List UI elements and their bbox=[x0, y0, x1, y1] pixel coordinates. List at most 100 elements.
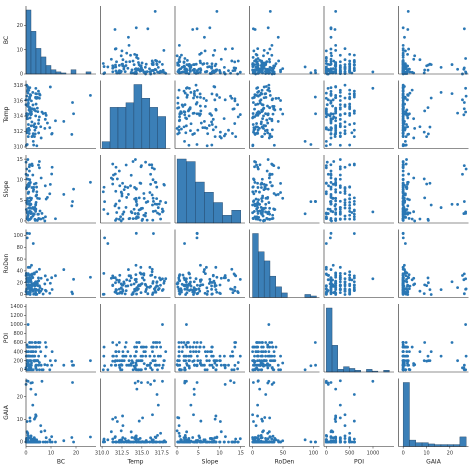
scatter-point bbox=[352, 63, 356, 67]
scatter-point bbox=[119, 219, 123, 223]
scatter-point bbox=[253, 215, 257, 219]
scatter-point bbox=[371, 210, 375, 214]
scatter-point bbox=[164, 277, 168, 281]
scatter-point bbox=[113, 172, 117, 176]
scatter-point bbox=[343, 192, 347, 195]
scatter-point bbox=[43, 440, 47, 444]
scatter-point bbox=[185, 286, 189, 289]
scatter-point bbox=[43, 363, 47, 367]
scatter-point bbox=[28, 111, 32, 115]
scatter-point bbox=[128, 217, 132, 220]
scatter-point bbox=[343, 129, 347, 132]
scatter-point bbox=[401, 273, 405, 277]
scatter-point bbox=[148, 285, 151, 289]
scatter-point bbox=[464, 323, 468, 326]
x-tick-label: 10 bbox=[423, 451, 429, 457]
scatter-point bbox=[199, 95, 202, 99]
scatter-point bbox=[352, 212, 356, 216]
scatter-point bbox=[348, 206, 352, 210]
scatter-point bbox=[182, 436, 186, 440]
scatter-point bbox=[131, 291, 135, 294]
scatter-point bbox=[131, 59, 135, 63]
scatter-point bbox=[238, 70, 242, 74]
scatter-point bbox=[406, 275, 410, 279]
hist-bar-gaia bbox=[402, 382, 410, 447]
scatter-point bbox=[123, 345, 127, 349]
scatter-point bbox=[203, 438, 207, 442]
scatter-point bbox=[162, 183, 166, 187]
scatter-point bbox=[268, 106, 272, 110]
scatter-point bbox=[261, 350, 265, 353]
scatter-point bbox=[334, 65, 338, 69]
scatter-point bbox=[203, 272, 207, 276]
scatter-point bbox=[128, 60, 132, 64]
scatter-point bbox=[188, 345, 192, 349]
scatter-point bbox=[266, 354, 270, 358]
scatter-point bbox=[348, 284, 352, 288]
scatter-point bbox=[102, 345, 106, 349]
scatter-point bbox=[329, 132, 333, 135]
scatter-point bbox=[41, 292, 45, 296]
scatter-point bbox=[401, 173, 405, 177]
scatter-point bbox=[324, 292, 328, 296]
scatter-point bbox=[203, 35, 206, 39]
scatter-point bbox=[338, 186, 342, 189]
scatter-point bbox=[233, 99, 237, 103]
scatter-point bbox=[408, 91, 412, 95]
scatter-point bbox=[34, 194, 38, 198]
scatter-point bbox=[236, 367, 240, 371]
scatter-point bbox=[254, 125, 258, 129]
scatter-point bbox=[134, 434, 138, 438]
scatter-point bbox=[109, 363, 113, 367]
scatter-point bbox=[48, 359, 52, 363]
scatter-point bbox=[129, 184, 132, 188]
scatter-point bbox=[273, 359, 277, 363]
scatter-point bbox=[148, 163, 151, 167]
scatter-point bbox=[34, 102, 38, 106]
scatter-point bbox=[338, 191, 342, 194]
scatter-point bbox=[214, 265, 218, 269]
scatter-point bbox=[25, 359, 29, 363]
scatter-point bbox=[406, 125, 410, 129]
scatter-point bbox=[456, 359, 459, 363]
scatter-point bbox=[148, 191, 152, 194]
scatter-point bbox=[401, 206, 405, 210]
scatter-point bbox=[143, 214, 147, 218]
scatter-point bbox=[251, 200, 255, 203]
scatter-point bbox=[343, 198, 347, 202]
scatter-point bbox=[255, 122, 258, 125]
scatter-point bbox=[178, 273, 182, 277]
scatter-point bbox=[331, 263, 335, 267]
scatter-point bbox=[450, 202, 454, 206]
scatter-point bbox=[35, 190, 39, 194]
scatter-point bbox=[238, 354, 242, 358]
panel-temp-vs-poi bbox=[323, 80, 394, 149]
scatter-point bbox=[334, 212, 338, 216]
scatter-point bbox=[150, 69, 154, 72]
scatter-point bbox=[141, 416, 144, 420]
panel-poi-vs-slope bbox=[174, 304, 245, 373]
scatter-point bbox=[257, 434, 260, 438]
scatter-point bbox=[196, 359, 200, 363]
scatter-point bbox=[30, 263, 33, 267]
scatter-point bbox=[334, 177, 338, 181]
x-tick-label: 500 bbox=[345, 451, 355, 457]
scatter-point bbox=[178, 292, 182, 296]
scatter-point bbox=[230, 368, 234, 372]
scatter-point bbox=[343, 103, 347, 107]
y-tick-label: 40 bbox=[17, 269, 23, 275]
scatter-point bbox=[255, 345, 259, 349]
scatter-point bbox=[401, 134, 405, 138]
scatter-point bbox=[256, 436, 260, 440]
scatter-point bbox=[148, 67, 151, 71]
scatter-point bbox=[334, 440, 338, 444]
scatter-point bbox=[115, 343, 119, 347]
scatter-point bbox=[272, 143, 276, 147]
scatter-point bbox=[348, 106, 352, 110]
scatter-point bbox=[25, 420, 29, 423]
scatter-point bbox=[102, 271, 106, 275]
scatter-point bbox=[418, 58, 422, 62]
hist-bar-roden bbox=[275, 286, 282, 298]
scatter-point bbox=[413, 219, 417, 223]
scatter-point bbox=[338, 440, 342, 444]
